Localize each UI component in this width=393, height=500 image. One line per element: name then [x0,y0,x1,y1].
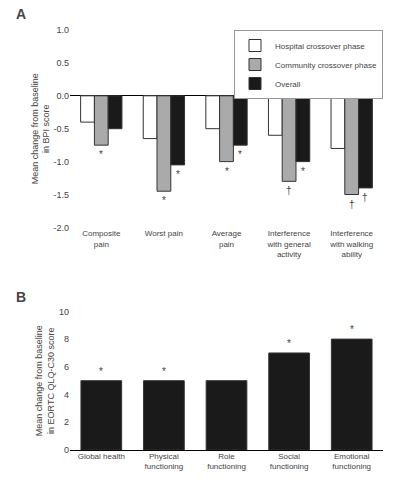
svg-text:Overall: Overall [275,80,301,89]
svg-text:*: * [225,166,229,177]
svg-text:*: * [301,166,305,177]
svg-text:A: A [16,6,26,22]
svg-text:Interferencewith generalactivi: Interferencewith generalactivity [267,229,311,259]
svg-text:†: † [286,185,292,196]
svg-text:Worst pain: Worst pain [145,229,183,238]
svg-text:-1.0: -1.0 [53,157,69,167]
svg-text:2: 2 [64,417,69,427]
svg-text:Mean change from baselinein BP: Mean change from baselinein BPI score [30,73,52,184]
svg-text:Averagepain: Averagepain [212,229,242,248]
svg-text:Hospital crossover phase: Hospital crossover phase [275,42,365,51]
svg-text:*: * [238,149,242,160]
svg-text:1.0: 1.0 [56,25,69,35]
svg-text:*: * [99,149,103,160]
svg-text:Rolefunctioning: Rolefunctioning [207,452,246,471]
svg-text:Mean change from baselinein EO: Mean change from baselinein EORTC QLQ-C3… [34,325,56,436]
svg-text:†: † [362,192,368,203]
svg-text:†: † [349,199,355,210]
svg-text:Physicalfunctioning: Physicalfunctioning [145,452,184,471]
svg-text:Community crossover phase: Community crossover phase [275,61,377,70]
svg-text:8: 8 [64,334,69,344]
svg-text:*: * [99,366,103,377]
svg-text:B: B [16,289,26,305]
svg-text:10: 10 [59,307,69,317]
svg-text:*: * [162,195,166,206]
svg-text:*: * [162,366,166,377]
svg-text:Socialfunctioning: Socialfunctioning [270,452,309,471]
svg-text:0: 0 [64,445,69,455]
svg-text:4: 4 [64,390,69,400]
svg-text:-0.5: -0.5 [53,124,69,134]
svg-text:Interferencewith walkingabilit: Interferencewith walkingability [329,229,373,259]
svg-text:-1.5: -1.5 [53,190,69,200]
svg-text:0.0: 0.0 [56,91,69,101]
svg-text:Emotionalfunctioning: Emotionalfunctioning [332,452,371,471]
svg-text:-2.0: -2.0 [53,223,69,233]
svg-text:6: 6 [64,362,69,372]
svg-text:*: * [176,169,180,180]
svg-text:*: * [287,338,291,349]
svg-text:Compositepain: Compositepain [82,229,121,248]
svg-text:Global health: Global health [78,452,125,461]
svg-text:0.5: 0.5 [56,58,69,68]
svg-text:*: * [350,324,354,335]
